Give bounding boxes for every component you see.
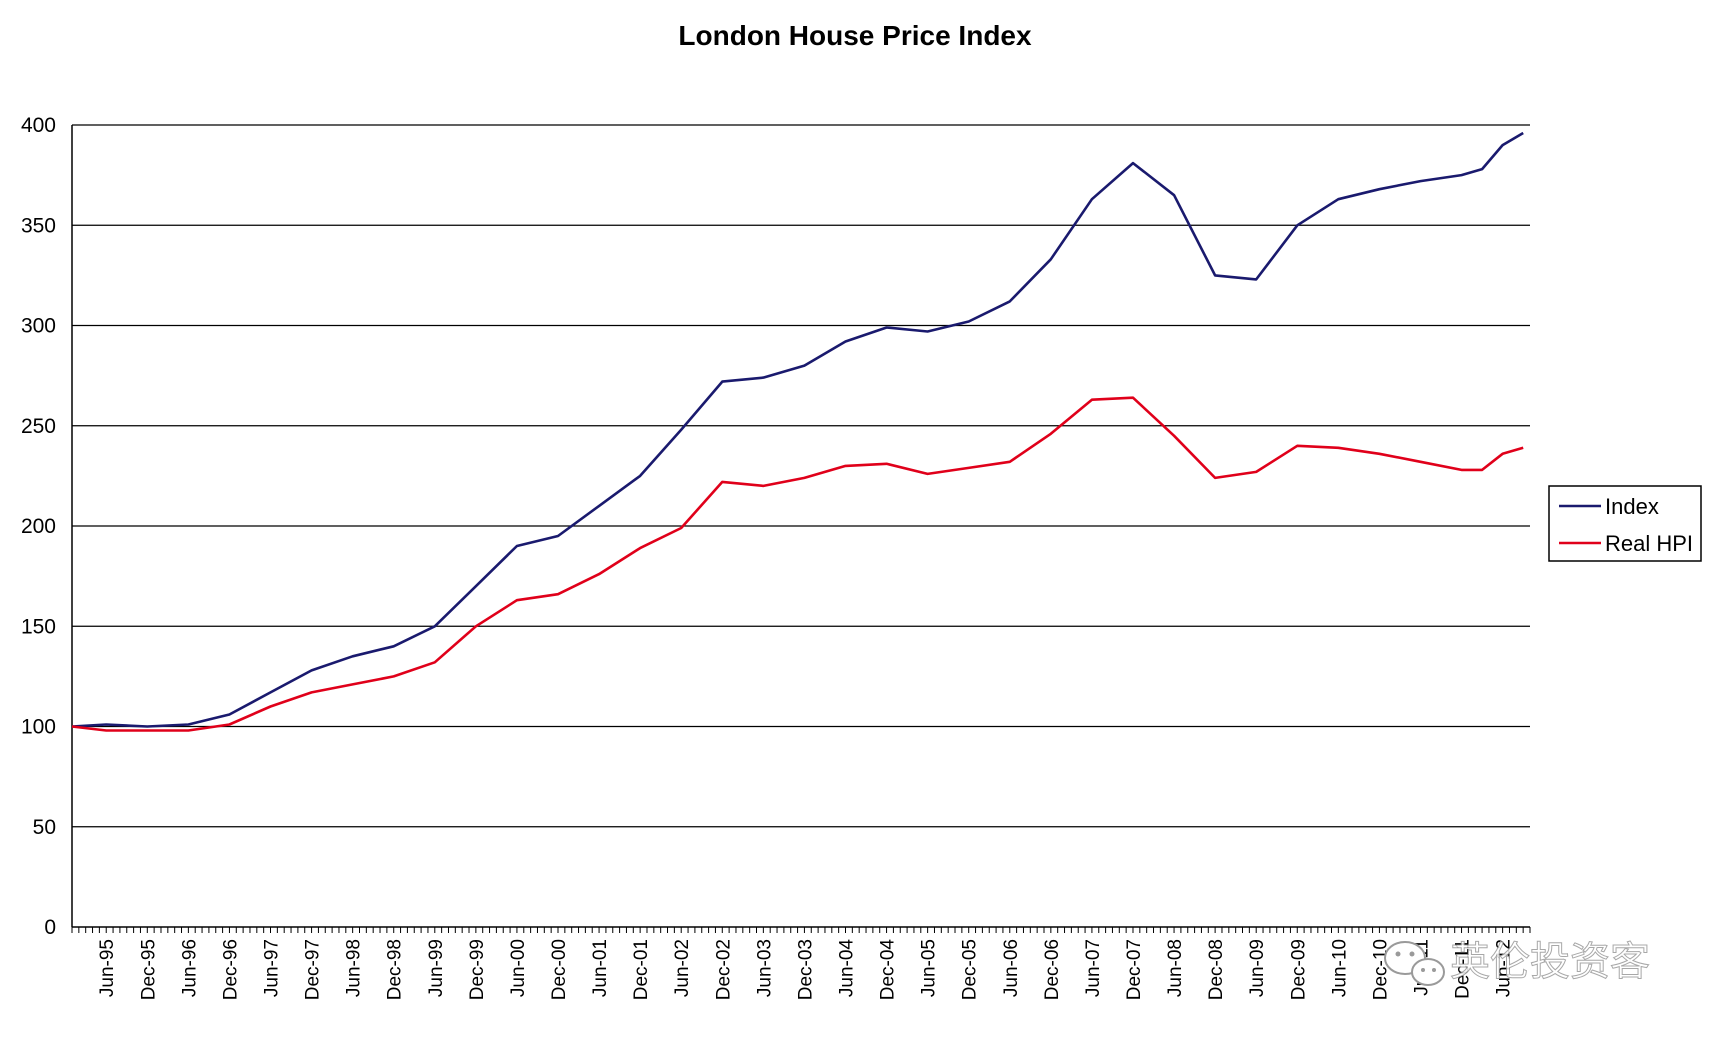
x-tick-label: Jun-97: [262, 939, 283, 997]
x-tick-label: Jun-01: [590, 939, 611, 997]
x-tick-label: Dec-09: [1288, 939, 1309, 1000]
legend: Index Real HPI: [1548, 485, 1702, 562]
chart-title: London House Price Index: [678, 20, 1032, 51]
legend-label: Index: [1605, 494, 1659, 519]
x-tick-label: Dec-08: [1206, 939, 1227, 1000]
x-tick-label: Dec-97: [303, 939, 324, 1000]
x-tick-label: Jun-96: [179, 939, 200, 997]
gridlines: [72, 124, 1530, 828]
y-tick-label: 0: [44, 916, 56, 939]
watermark-text: 英伦投资客: [1450, 939, 1650, 985]
wechat-icon: [1384, 941, 1445, 986]
x-tick-label: Jun-06: [1001, 939, 1022, 997]
axes: [71, 125, 1531, 933]
x-tick-label: Dec-07: [1124, 939, 1145, 1000]
x-tick-label: Dec-95: [138, 939, 159, 1000]
y-tick-label: 200: [21, 515, 56, 538]
x-tick-label: Dec-06: [1042, 939, 1063, 1000]
series-line-real-hpi: [71, 396, 1524, 732]
x-tick-label: Jun-12: [1494, 939, 1515, 997]
x-tick-label: Dec-02: [713, 939, 734, 1000]
x-tick-label: Jun-09: [1247, 939, 1268, 997]
series-lines: [71, 131, 1524, 732]
y-tick-label: 50: [33, 816, 56, 839]
x-tick-label: Jun-02: [672, 939, 693, 997]
x-tick-label: Jun-99: [426, 939, 447, 997]
x-tick-label: Dec-05: [960, 939, 981, 1000]
y-tick-labels: 0 50 100 150 200 250 300 350 400: [21, 114, 56, 939]
x-tick-labels: Jun-95 Dec-95 Jun-96 Dec-96 Jun-97 Dec-97 Jun-…: [97, 939, 1514, 1001]
x-tick-label: Dec-03: [795, 939, 816, 1000]
y-tick-label: 300: [21, 315, 56, 338]
y-tick-label: 250: [21, 415, 56, 438]
x-tick-label: Jun-98: [344, 939, 365, 997]
legend-box: [1548, 485, 1702, 562]
x-tick-label: Dec-00: [549, 939, 570, 1000]
y-tick-label: 350: [21, 214, 56, 237]
x-tick-label: Jun-04: [836, 939, 857, 998]
x-tick-label: Jun-10: [1329, 939, 1350, 997]
series-line-index: [71, 131, 1524, 728]
x-tick-label: Dec-04: [878, 939, 899, 1001]
x-tick-label: Dec-98: [385, 939, 406, 1000]
x-tick-label: Jun-08: [1165, 939, 1186, 997]
watermark: 英伦投资客: [1384, 939, 1651, 986]
legend-label: Real HPI: [1605, 531, 1693, 556]
x-tick-label: Dec-99: [467, 939, 488, 1000]
y-tick-label: 100: [21, 716, 56, 739]
x-tick-label: Dec-01: [631, 939, 652, 1000]
x-tick-label: Dec-11: [1453, 939, 1474, 999]
y-tick-label: 150: [21, 615, 56, 638]
x-tick-label: Jun-00: [508, 939, 529, 997]
x-tick-label: Dec-96: [220, 939, 241, 1000]
x-tick-label: Jun-05: [919, 939, 940, 997]
x-tick-label: Jun-03: [754, 939, 775, 997]
y-tick-label: 400: [21, 114, 56, 137]
x-tick-label: Jun-07: [1083, 939, 1104, 997]
x-tick-label: Jun-95: [97, 939, 118, 997]
